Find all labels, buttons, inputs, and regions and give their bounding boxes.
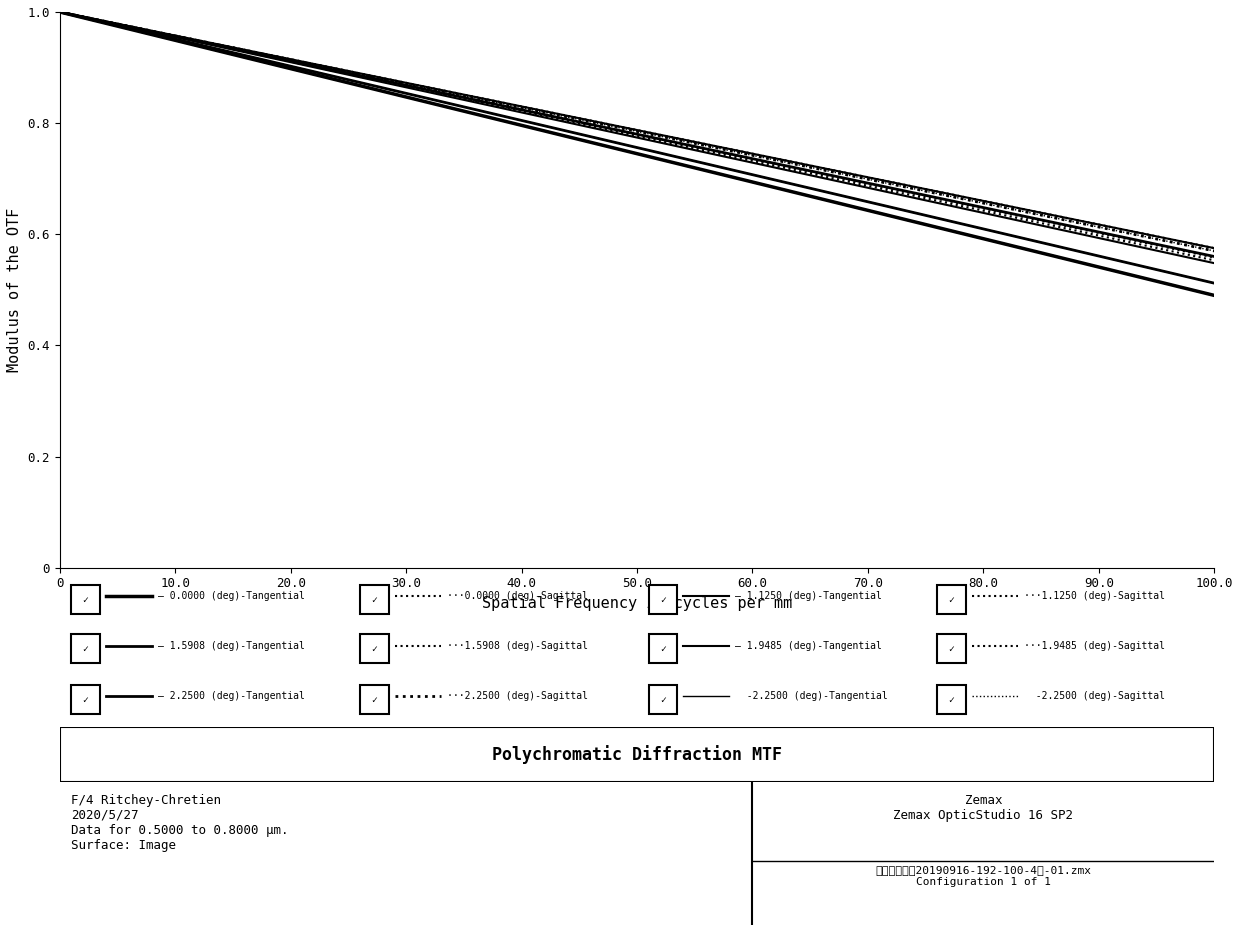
- FancyBboxPatch shape: [937, 635, 966, 663]
- FancyBboxPatch shape: [937, 585, 966, 614]
- Text: ✓: ✓: [83, 644, 88, 653]
- Text: ✓: ✓: [83, 694, 88, 705]
- FancyBboxPatch shape: [649, 635, 677, 663]
- FancyBboxPatch shape: [360, 685, 389, 714]
- Text: F/4 Ritchey-Chretien
2020/5/27
Data for 0.5000 to 0.8000 μm.
Surface: Image: F/4 Ritchey-Chretien 2020/5/27 Data for …: [71, 793, 289, 852]
- Text: ✓: ✓: [660, 644, 666, 653]
- Text: ···1.5908 (deg)-Sagittal: ···1.5908 (deg)-Sagittal: [446, 640, 588, 651]
- Text: ✓: ✓: [372, 595, 377, 605]
- Text: ···1.1250 (deg)-Sagittal: ···1.1250 (deg)-Sagittal: [1024, 591, 1164, 601]
- Text: ✓: ✓: [660, 694, 666, 705]
- Text: ···0.0000 (deg)-Sagittal: ···0.0000 (deg)-Sagittal: [446, 591, 588, 601]
- Text: — 1.5908 (deg)-Tangential: — 1.5908 (deg)-Tangential: [157, 640, 305, 651]
- Text: — 2.2500 (deg)-Tangential: — 2.2500 (deg)-Tangential: [157, 692, 305, 702]
- Text: Zemax
Zemax OpticStudio 16 SP2: Zemax Zemax OpticStudio 16 SP2: [893, 793, 1074, 822]
- Y-axis label: Modulus of the OTF: Modulus of the OTF: [7, 208, 22, 372]
- Text: — 1.9485 (deg)-Tangential: — 1.9485 (deg)-Tangential: [735, 640, 882, 651]
- Text: Polychromatic Diffraction MTF: Polychromatic Diffraction MTF: [492, 745, 782, 764]
- Text: ✓: ✓: [83, 595, 88, 605]
- Text: ✓: ✓: [372, 644, 377, 653]
- Text: ✓: ✓: [949, 595, 955, 605]
- FancyBboxPatch shape: [60, 727, 1214, 782]
- Text: ✓: ✓: [949, 694, 955, 705]
- FancyBboxPatch shape: [71, 585, 100, 614]
- X-axis label: Spatial Frequency in cycles per mm: Spatial Frequency in cycles per mm: [482, 596, 792, 611]
- Text: ···2.2500 (deg)-Sagittal: ···2.2500 (deg)-Sagittal: [446, 692, 588, 702]
- Text: -2.2500 (deg)-Tangential: -2.2500 (deg)-Tangential: [735, 692, 888, 702]
- Text: ✓: ✓: [372, 694, 377, 705]
- FancyBboxPatch shape: [937, 685, 966, 714]
- FancyBboxPatch shape: [360, 635, 389, 663]
- Text: -2.2500 (deg)-Sagittal: -2.2500 (deg)-Sagittal: [1024, 692, 1164, 702]
- Text: 同轴四反系眱20190916-192-100-4阶-01.zmx
Configuration 1 of 1: 同轴四反系眱20190916-192-100-4阶-01.zmx Configu…: [875, 865, 1091, 886]
- FancyBboxPatch shape: [360, 585, 389, 614]
- FancyBboxPatch shape: [649, 685, 677, 714]
- Text: ✓: ✓: [660, 595, 666, 605]
- Text: ···1.9485 (deg)-Sagittal: ···1.9485 (deg)-Sagittal: [1024, 640, 1164, 651]
- FancyBboxPatch shape: [71, 685, 100, 714]
- Text: ✓: ✓: [949, 644, 955, 653]
- Text: — 1.1250 (deg)-Tangential: — 1.1250 (deg)-Tangential: [735, 591, 882, 601]
- FancyBboxPatch shape: [649, 585, 677, 614]
- Text: — 0.0000 (deg)-Tangential: — 0.0000 (deg)-Tangential: [157, 591, 305, 601]
- FancyBboxPatch shape: [71, 635, 100, 663]
